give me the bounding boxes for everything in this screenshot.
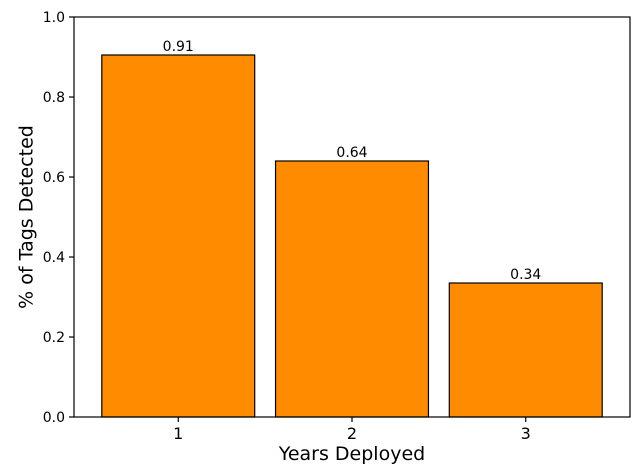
y-tick-label: 0.6: [43, 170, 65, 186]
y-tick-label: 0.8: [43, 90, 65, 106]
bars: [101, 54, 603, 418]
plot-frame: [73, 16, 631, 418]
bar: [448, 282, 603, 418]
bar: [101, 54, 256, 418]
x-axis-ticks: 1 2 3: [173, 417, 531, 443]
y-tick-label: 0.2: [43, 330, 65, 346]
bar-value-label: 0.64: [336, 145, 367, 161]
y-axis-ticks: 0.0 0.2 0.4 0.6 0.8 1.0: [43, 10, 74, 426]
x-tick-label: 1: [173, 424, 183, 443]
y-tick-label: 1.0: [43, 10, 65, 26]
x-axis-label: Years Deployed: [278, 443, 425, 465]
data-labels: 0.91 0.64 0.34: [163, 39, 542, 283]
x-tick-label: 3: [521, 424, 531, 443]
bar-value-label: 0.34: [510, 267, 541, 283]
bar-value-label: 0.91: [163, 39, 194, 55]
y-tick-label: 0.4: [43, 250, 65, 266]
y-tick-label: 0.0: [43, 410, 65, 426]
bar: [274, 160, 430, 418]
x-tick-label: 2: [347, 424, 357, 443]
y-axis-label: % of Tags Detected: [16, 125, 38, 309]
